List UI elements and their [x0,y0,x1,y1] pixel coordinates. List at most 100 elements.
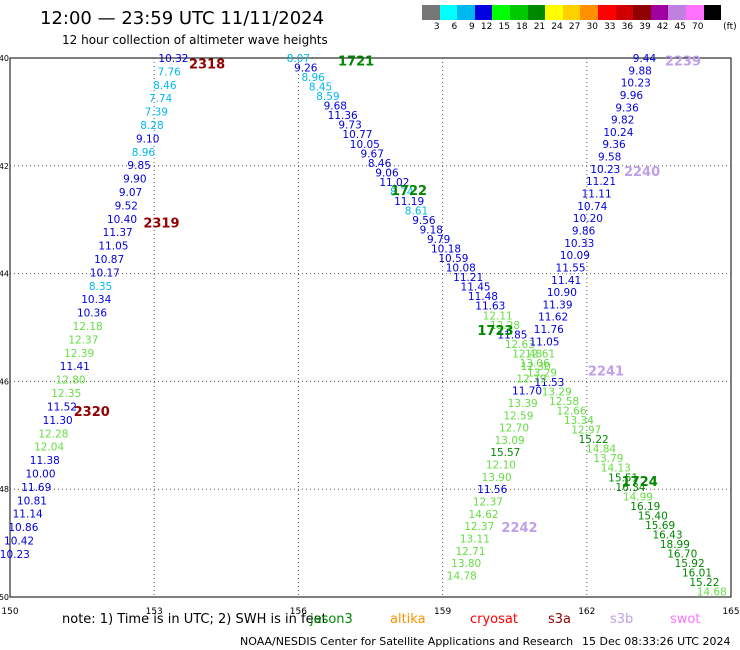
wave-height-value: 8.96 [301,72,325,84]
legend-label: 27 [568,22,581,32]
legend-label: 21 [533,22,546,32]
wave-height-value: 12.04 [34,442,64,454]
wave-height-value: 11.45 [461,282,491,294]
pass-number-label: 2241 [588,365,624,380]
wave-height-value: 10.77 [342,129,372,141]
wave-height-value: 15.51 [608,472,638,484]
map-frame [9,57,732,598]
wave-height-value: 13.39 [508,398,538,410]
pass-number-label: 1723 [477,324,513,339]
wave-height-value: 8.59 [316,91,339,103]
lat-tick-label: 48 [0,485,9,494]
wave-height-value: 11.21 [453,272,483,284]
legend-label: 45 [674,22,686,32]
wave-height-value: 10.59 [438,253,468,265]
legend-label: 70 [692,22,704,32]
wave-height-value: 9.44 [633,53,657,65]
legend-swatch [668,5,686,20]
footer-timestamp: 15 Dec 08:33:26 UTC 2024 [582,635,731,648]
legend-swatch [492,5,510,20]
wave-height-value: 9.36 [602,139,626,151]
wave-height-value: 10.81 [17,495,47,507]
wave-height-value: 12.58 [549,396,579,408]
wave-height-value: 10.32 [158,53,188,65]
legend-label: 42 [656,22,669,32]
lat-tick-label: 44 [0,270,9,279]
pass-number-label: 2318 [189,57,225,72]
footer-credit: NOAA/NESDIS Center for Satellite Applica… [240,635,574,648]
wave-height-value: 16.01 [682,568,712,580]
wave-height-value: 14.78 [447,570,477,582]
wave-height-value: 11.36 [328,110,358,122]
wave-height-value: 11.55 [556,262,586,274]
wave-height-value: 10.23 [621,78,651,90]
wave-height-value: 10.90 [547,287,577,299]
wave-height-value: 12.35 [51,388,81,400]
wave-height-value: 12.48 [512,348,542,360]
legend-label: 30 [586,22,598,32]
wave-height-value: 9.88 [628,65,651,77]
wave-height-value: 9.79 [427,234,450,246]
wave-height-value: 14.62 [469,509,499,521]
wave-height-value: 8.61 [405,205,428,217]
wave-height-value: 15.57 [490,447,520,459]
wave-height-value: 12.28 [38,428,68,440]
wave-height-value: 14.99 [623,491,653,503]
wave-height-value: 13.29 [542,387,572,399]
wave-height-value: 9.96 [620,90,644,102]
wave-height-value: 16.19 [630,501,660,513]
wave-height-value: 10.34 [81,294,111,306]
legend-swatch [527,5,546,20]
wave-height-value: 13.79 [593,453,623,465]
wave-height-value: 16.34 [616,482,646,494]
wave-height-value: 14.68 [697,587,727,599]
legend-label: 18 [516,22,528,32]
satellite-label-altika: altika [390,612,426,627]
wave-height-value: 15.22 [579,434,609,446]
wave-height-value: 11.52 [47,401,77,413]
wave-height-value: 9.18 [420,225,443,237]
wave-height-value: 9.85 [127,160,150,172]
color-legend [422,5,722,20]
wave-height-value: 13.34 [564,415,594,427]
footer-note: note: 1) Time is in UTC; 2) SWH is in fe… [62,612,327,627]
wave-height-value: 12.37 [68,334,98,346]
legend-swatch [703,5,722,20]
wave-height-value: 12.37 [464,521,494,533]
wave-height-value: 9.67 [361,148,384,160]
wave-height-value: 12.59 [503,410,533,422]
wave-height-value: 11.30 [43,415,73,427]
page-subtitle: 12 hour collection of altimeter wave hei… [62,33,328,47]
pass-number-label: 2240 [624,165,660,180]
legend-swatch [597,5,616,20]
wave-height-value: 9.10 [136,133,159,145]
wave-height-value: 8.74 [390,186,414,198]
satellite-label-s3b: s3b [610,612,634,627]
wave-height-value: 13.29 [527,367,557,379]
wave-height-value: 15.40 [638,510,668,522]
wave-height-value: 12.66 [556,406,586,418]
wave-height-value: 9.26 [294,63,318,75]
wave-height-value: 10.33 [564,238,594,250]
wave-height-value: 11.39 [542,299,572,311]
wave-height-value: 12.10 [486,460,516,472]
lat-tick-label: 42 [0,162,9,171]
wave-height-value: 7.39 [145,107,168,119]
wave-height-value: 15.22 [689,577,719,589]
wave-height-value: 8.28 [140,120,163,132]
legend-label: 36 [621,22,634,32]
wave-height-value: 10.00 [25,468,55,480]
wave-height-value: 11.41 [60,361,90,373]
wave-height-value: 9.73 [338,120,361,132]
lat-tick-label: 50 [0,593,9,602]
wave-height-value: 10.09 [560,250,590,262]
legend-swatch [422,5,440,20]
wave-height-value: 11.56 [477,484,507,496]
legend-label: 12 [480,22,493,32]
wave-height-value: 9.86 [572,225,596,237]
wave-height-value: 9.36 [615,102,639,114]
legend-swatch [439,5,458,20]
legend-swatch [633,5,651,20]
wave-height-value: 12.97 [571,425,601,437]
